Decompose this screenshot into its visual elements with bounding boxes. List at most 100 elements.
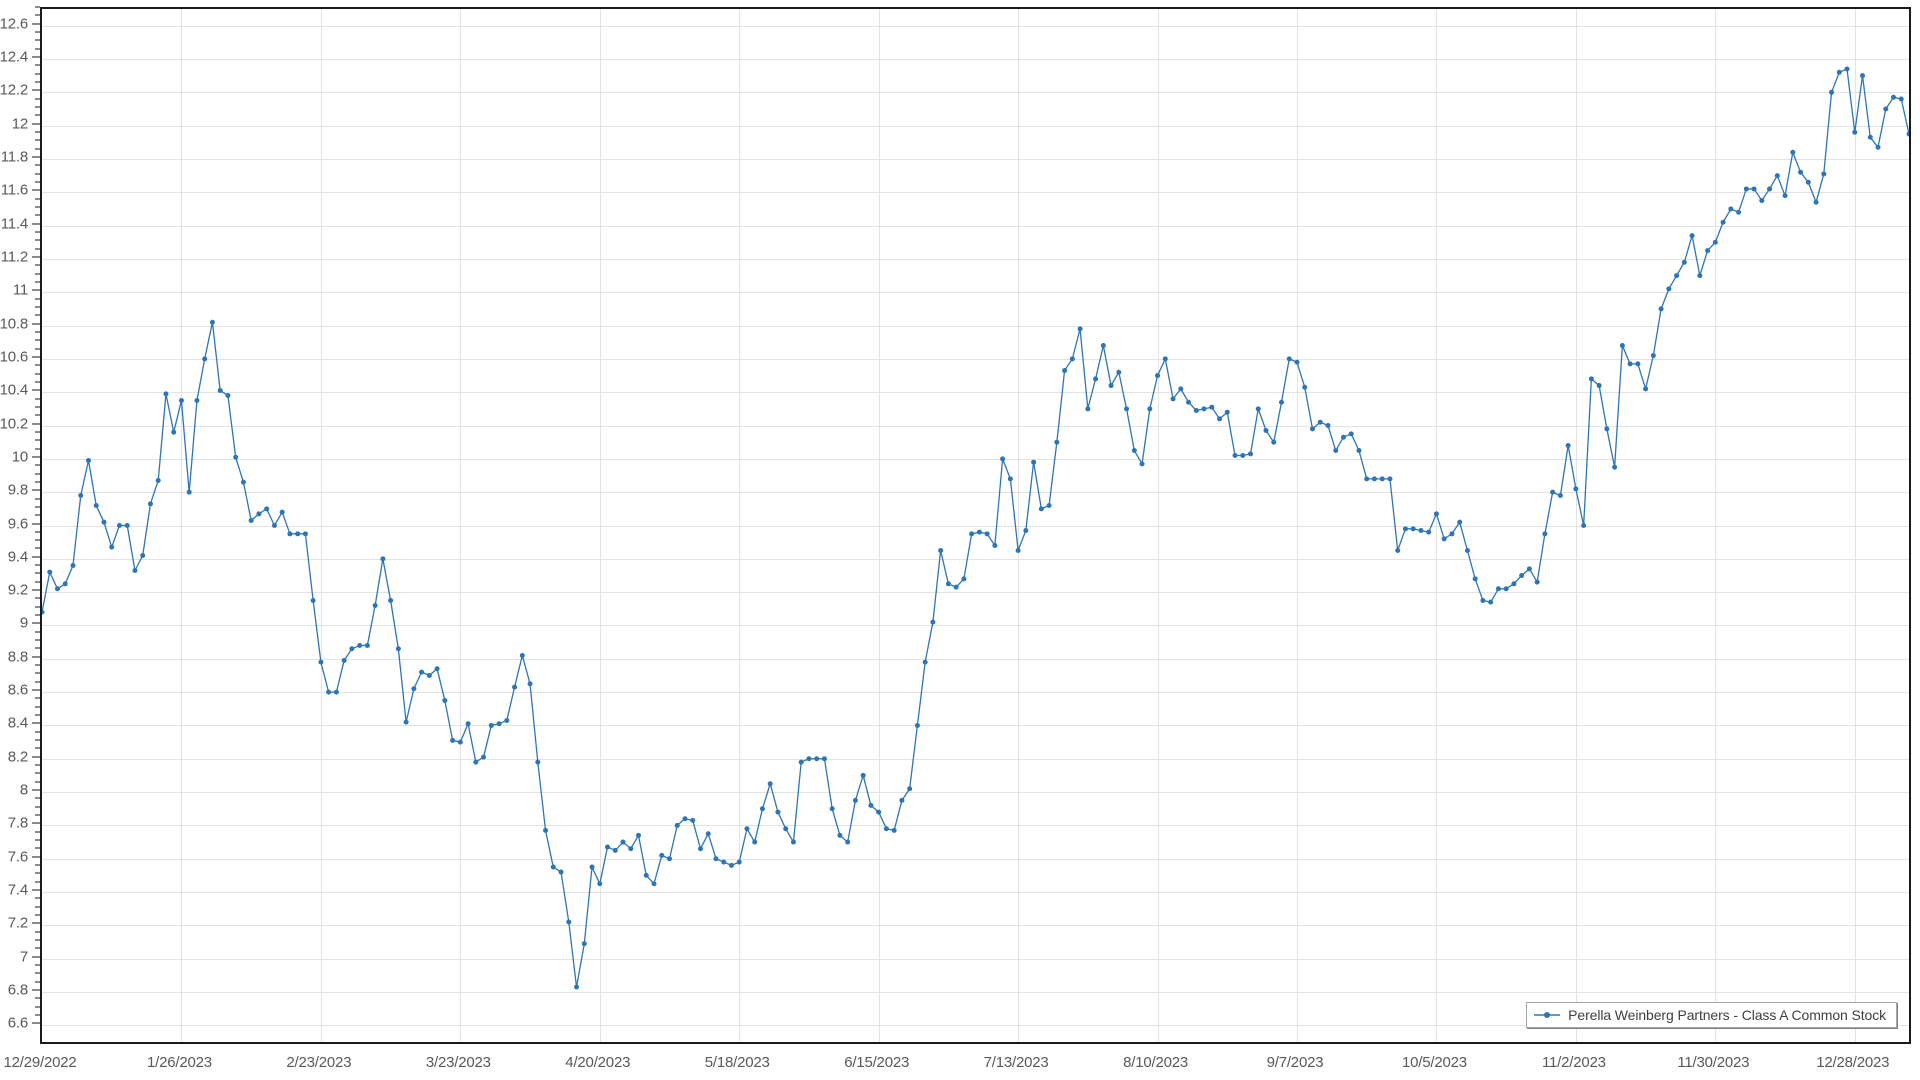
data-point-marker — [868, 802, 874, 808]
y-axis-tick-minor — [35, 931, 40, 933]
gridline-horizontal — [42, 825, 1909, 826]
data-point-marker — [1147, 406, 1153, 412]
y-axis-tick-label: 10.4 — [0, 381, 28, 399]
data-point-marker — [1356, 448, 1362, 454]
legend-line-marker-icon — [1534, 1012, 1561, 1018]
data-point-marker — [1015, 547, 1021, 553]
data-point-marker — [47, 569, 53, 575]
data-point-marker — [504, 717, 510, 723]
data-point-marker — [543, 827, 549, 833]
y-axis-tick-minor — [35, 273, 40, 275]
data-point-marker — [1038, 506, 1044, 512]
data-point-marker — [1867, 134, 1873, 140]
y-axis-tick-minor — [35, 73, 40, 75]
y-axis-tick-major — [32, 123, 40, 125]
gridline-vertical — [739, 9, 740, 1042]
x-axis: 12/29/2022 1/26/2023 2/23/2023 3/23/2023 4/2… — [0, 1044, 1920, 1080]
data-point-marker — [1813, 199, 1819, 205]
data-point-marker — [264, 506, 270, 512]
x-axis-tick-label: 11/30/2023 — [1677, 1054, 1750, 1071]
data-point-marker — [883, 826, 889, 832]
y-axis-tick-minor — [35, 547, 40, 549]
y-axis-tick-minor — [35, 473, 40, 475]
data-point-marker — [907, 786, 913, 792]
data-point-marker — [682, 816, 688, 822]
y-axis-tick-label: 7.4 — [7, 881, 28, 899]
gridline-horizontal — [42, 192, 1909, 193]
y-axis-tick-major — [32, 689, 40, 691]
data-point-marker — [1077, 326, 1083, 332]
y-axis-tick-minor — [35, 914, 40, 916]
y-axis-tick-minor — [35, 181, 40, 183]
y-axis-tick-major — [32, 23, 40, 25]
y-axis-tick-minor — [35, 31, 40, 33]
y-axis-tick-minor — [35, 797, 40, 799]
data-point-marker — [1712, 239, 1718, 245]
data-point-marker — [744, 826, 750, 832]
data-point-marker — [1728, 206, 1734, 212]
data-point-marker — [1542, 531, 1548, 537]
y-axis-tick-minor — [35, 781, 40, 783]
data-point-marker — [1681, 259, 1687, 265]
y-axis-tick-major — [32, 289, 40, 291]
y-axis-tick-label: 9 — [19, 614, 28, 632]
y-axis-tick-label: 11.8 — [0, 148, 28, 166]
data-point-marker — [388, 597, 394, 603]
y-axis-tick-minor — [35, 597, 40, 599]
data-point-marker — [790, 839, 796, 845]
data-point-marker — [1464, 547, 1470, 553]
data-point-marker — [1286, 356, 1292, 362]
y-axis-tick-label: 9.4 — [7, 548, 28, 566]
y-axis-tick-major — [32, 156, 40, 158]
data-point-marker — [1093, 376, 1099, 382]
x-axis-tick-label: 1/26/2023 — [146, 1054, 212, 1071]
data-point-marker — [1697, 273, 1703, 279]
y-axis-tick-minor — [35, 939, 40, 941]
y-axis-tick-minor — [35, 498, 40, 499]
data-point-marker — [1201, 406, 1207, 412]
y-axis-tick-major — [32, 323, 40, 325]
gridline-vertical — [1715, 9, 1716, 1042]
y-axis-tick-minor — [35, 439, 40, 441]
data-point-marker — [1581, 523, 1587, 528]
chart-legend[interactable]: Perella Weinberg Partners - Class A Comm… — [1526, 1002, 1897, 1028]
y-axis-tick-label: 7.6 — [7, 848, 28, 866]
y-axis-tick-minor — [35, 864, 40, 866]
y-axis-tick-minor — [35, 206, 40, 208]
data-point-marker — [938, 547, 944, 553]
y-axis-tick-minor — [35, 306, 40, 308]
y-axis-tick-major — [32, 356, 40, 358]
gridline-horizontal — [42, 459, 1909, 460]
y-axis-tick-label: 7.8 — [7, 814, 28, 832]
y-axis-tick-minor — [35, 964, 40, 966]
data-point-marker — [1232, 453, 1238, 459]
data-point-marker — [705, 831, 711, 837]
data-point-marker — [62, 581, 68, 587]
data-point-marker — [1666, 286, 1672, 292]
y-axis-tick-minor — [35, 114, 40, 116]
y-axis-tick-minor — [35, 139, 40, 141]
data-point-marker — [496, 721, 502, 727]
gridline-horizontal — [42, 759, 1909, 760]
y-axis-tick-major — [32, 856, 40, 858]
gridline-horizontal — [42, 792, 1909, 793]
data-point-marker — [1488, 599, 1494, 605]
x-axis-tick-label: 7/13/2023 — [983, 1054, 1049, 1071]
data-point-marker — [333, 689, 339, 695]
data-point-marker — [1674, 273, 1680, 279]
series-line-chart — [42, 66, 1909, 990]
gridline-vertical — [181, 9, 182, 1042]
data-point-marker — [1054, 439, 1060, 445]
data-point-marker — [581, 941, 587, 947]
plot-frame: Perella Weinberg Partners - Class A Comm… — [40, 7, 1911, 1044]
y-axis-tick-major — [32, 189, 40, 191]
data-point-marker — [1511, 581, 1517, 587]
data-point-marker — [395, 646, 401, 652]
data-point-marker — [256, 511, 262, 517]
data-point-marker — [713, 856, 719, 862]
x-axis-tick-label: 10/5/2023 — [1401, 1054, 1467, 1071]
y-axis-tick-minor — [35, 897, 40, 899]
y-axis-tick-label: 9.6 — [7, 515, 28, 532]
legend-entry-label: Perella Weinberg Partners - Class A Comm… — [1568, 1007, 1886, 1023]
data-point-marker — [1798, 169, 1804, 175]
